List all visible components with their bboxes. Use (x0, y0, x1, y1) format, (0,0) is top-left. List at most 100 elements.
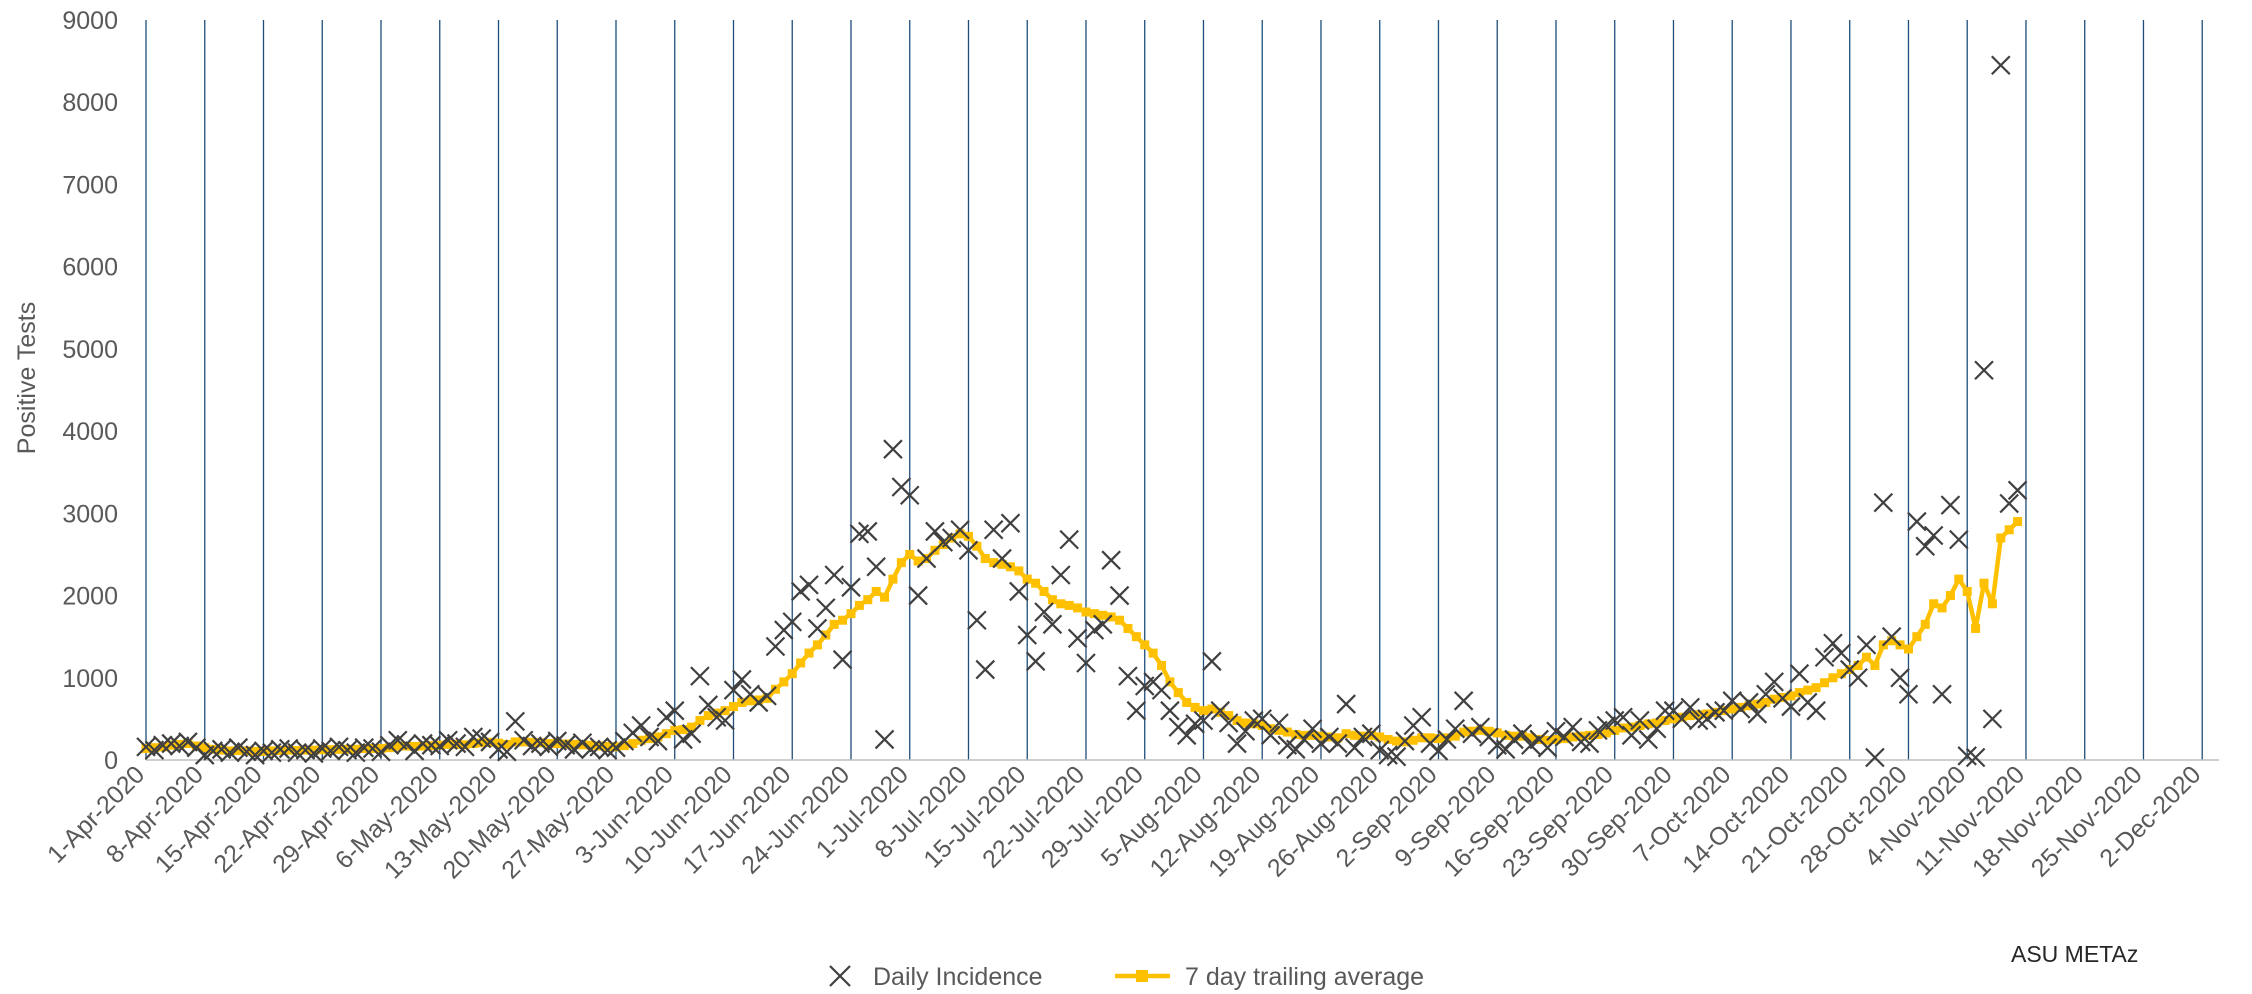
daily-point (354, 737, 374, 758)
avg-point (1148, 648, 1158, 658)
daily-point (1118, 666, 1138, 686)
avg-point (628, 739, 638, 749)
daily-point (1042, 614, 1063, 635)
daily-point (698, 695, 719, 715)
daily-point (1982, 709, 2003, 729)
daily-point (816, 598, 836, 618)
avg-point (149, 743, 159, 753)
avg-point (1887, 636, 1897, 646)
daily-point (497, 741, 517, 762)
daily-point (1932, 684, 1952, 705)
avg-point (619, 741, 629, 751)
daily-point (1873, 492, 1894, 513)
avg-line (145, 519, 2020, 754)
y-tick-label: 1000 (62, 665, 118, 693)
daily-point (992, 548, 1012, 569)
avg-point (653, 732, 663, 742)
avg-point (1047, 595, 1057, 605)
avg-point (309, 745, 319, 755)
avg-point (779, 677, 789, 687)
daily-point (1789, 663, 1810, 684)
avg-point (1996, 533, 2006, 543)
avg-point (351, 744, 361, 754)
daily-point (572, 732, 593, 753)
daily-point (1848, 667, 1868, 688)
daily-point (564, 739, 584, 760)
daily-point (866, 556, 886, 577)
daily-point (1865, 747, 1885, 768)
daily-point (1453, 691, 1474, 711)
daily-point (983, 519, 1004, 540)
avg-point (804, 648, 814, 658)
daily-point (799, 575, 819, 595)
avg-point (1920, 619, 1930, 629)
avg-point (880, 592, 890, 602)
avg-point (1870, 660, 1880, 670)
avg-point (267, 746, 277, 756)
daily-point (270, 739, 291, 760)
avg-point (1962, 586, 1972, 596)
daily-point (1999, 493, 2019, 514)
avg-point (1652, 718, 1662, 728)
avg-point (728, 702, 738, 712)
avg-point (1643, 719, 1653, 729)
avg-point (1862, 652, 1872, 662)
avg-point (1022, 574, 1032, 584)
avg-point (1450, 731, 1460, 741)
avg-point (502, 739, 512, 749)
avg-point (1190, 702, 1200, 712)
daily-point (1781, 696, 1801, 717)
daily-point (1965, 747, 1986, 768)
avg-point (200, 743, 210, 753)
avg-point (703, 711, 713, 721)
avg-point (1610, 725, 1620, 735)
avg-point (1568, 732, 1578, 742)
daily-point (1092, 614, 1113, 635)
avg-point (1727, 704, 1737, 714)
daily-point (1067, 628, 1088, 649)
daily-point (1176, 725, 1197, 746)
daily-point (1831, 643, 1852, 663)
daily-point (1638, 729, 1659, 750)
avg-point (1853, 660, 1863, 670)
daily-point (1017, 625, 1038, 645)
daily-point (1579, 733, 1600, 754)
daily-point (1076, 653, 1096, 673)
daily-point (1974, 360, 1994, 381)
daily-point (429, 736, 450, 756)
avg-point (938, 540, 948, 550)
daily-point (1386, 746, 1407, 767)
avg-point (1257, 720, 1267, 730)
daily-point (1327, 733, 1348, 754)
avg-point (1064, 600, 1074, 610)
daily-point (153, 735, 173, 755)
daily-point (664, 700, 685, 721)
avg-point (963, 531, 973, 541)
avg-point (1392, 736, 1402, 746)
avg-point (334, 744, 344, 754)
y-tick-label: 5000 (62, 336, 118, 364)
avg-point (1408, 735, 1418, 745)
daily-point (1084, 620, 1105, 640)
daily-point (824, 565, 844, 585)
avg-point (1333, 733, 1343, 743)
daily-point (950, 519, 970, 540)
daily-point (1512, 723, 1533, 744)
daily-point (656, 707, 677, 728)
daily-point (1764, 672, 1784, 692)
avg-point (972, 541, 982, 551)
avg-point (687, 722, 697, 732)
avg-point (544, 739, 554, 749)
daily-point (1109, 585, 1130, 606)
daily-point (782, 612, 803, 632)
avg-point (955, 529, 965, 539)
avg-point (754, 695, 764, 705)
avg-point (1232, 716, 1242, 726)
avg-point (645, 734, 655, 744)
avg-point (1299, 730, 1309, 740)
avg-point (1912, 632, 1922, 642)
avg-point (1341, 729, 1351, 739)
avg-point (1198, 706, 1208, 716)
avg-point (1484, 726, 1494, 736)
daily-point (1151, 680, 1172, 700)
